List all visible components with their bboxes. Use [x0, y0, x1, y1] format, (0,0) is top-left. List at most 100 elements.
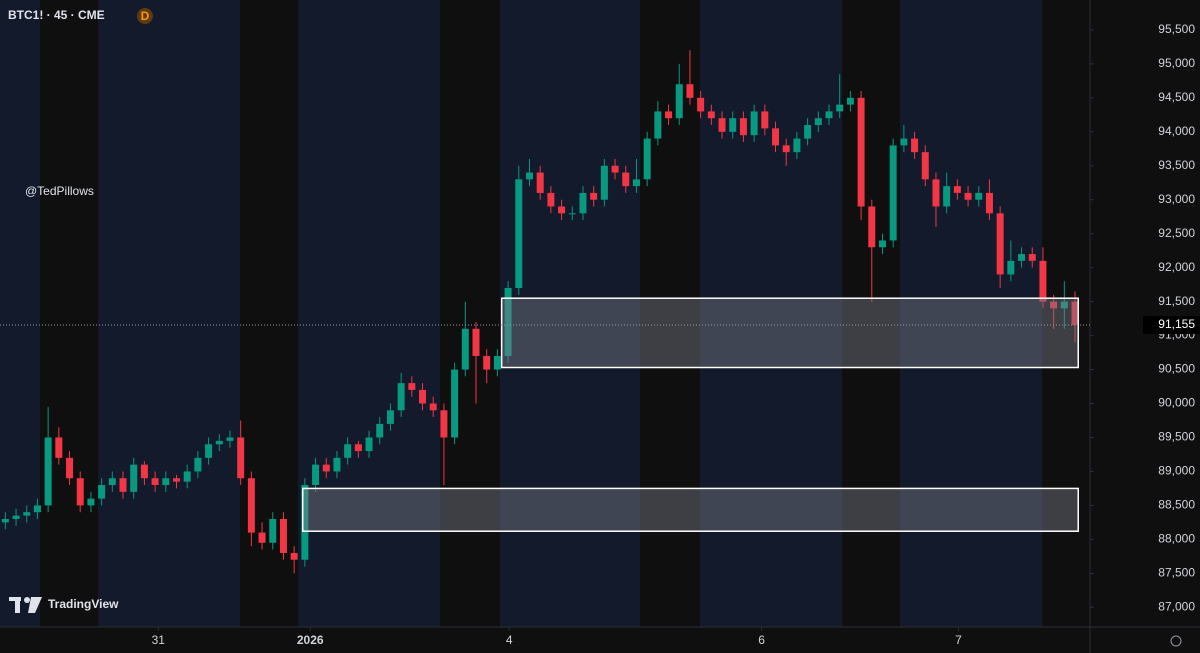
y-tick-label: 90,500 — [1158, 362, 1195, 376]
logo-shape — [28, 597, 42, 613]
y-tick-label: 88,500 — [1158, 498, 1195, 512]
candle-body — [258, 532, 266, 543]
candle-body — [536, 172, 544, 193]
y-tick-label: 88,000 — [1158, 532, 1195, 546]
candle-body — [183, 471, 191, 482]
candle-body — [472, 328, 480, 356]
x-tick-label: 4 — [506, 633, 513, 647]
candle-body — [814, 118, 822, 125]
candle-body — [33, 505, 41, 513]
candle-body — [1039, 260, 1047, 302]
brand: TradingView — [48, 597, 119, 611]
candle-body — [226, 437, 234, 441]
candle-body — [889, 145, 897, 241]
candle-body — [793, 138, 801, 153]
plot — [1, 50, 1079, 574]
candle-body — [654, 111, 662, 139]
candle-body — [1050, 301, 1058, 309]
candle-body — [12, 515, 20, 519]
session-band — [900, 0, 1042, 627]
candle-body — [419, 389, 427, 404]
candle-body — [547, 192, 555, 207]
y-tick-label: 87,000 — [1158, 599, 1195, 613]
candle-body — [996, 213, 1004, 275]
candle-body — [921, 152, 929, 180]
candle-body — [333, 457, 341, 472]
symbol-title: BTC1! · 45 · CME — [8, 8, 105, 22]
candle-body — [344, 444, 352, 458]
candle-body — [718, 118, 726, 132]
candle-body — [590, 192, 598, 200]
candle-body — [1, 518, 9, 523]
candle-body — [376, 423, 384, 438]
y-tick-label: 95,000 — [1158, 56, 1195, 70]
zone — [301, 487, 1079, 532]
candle-body — [665, 111, 673, 119]
candle-body — [953, 186, 961, 193]
candle-body — [269, 518, 277, 543]
candle-body — [579, 192, 587, 214]
candle-body — [985, 192, 993, 214]
candle-body — [140, 464, 148, 479]
candle-body — [558, 206, 566, 214]
candle-body — [44, 437, 52, 506]
candle-body — [386, 410, 394, 424]
candle-body — [611, 165, 619, 173]
candle-body — [312, 464, 320, 486]
y-tick-label: 90,000 — [1158, 396, 1195, 410]
x-tick-label: 7 — [955, 633, 962, 647]
candle-body — [215, 440, 223, 445]
candle-body — [130, 464, 138, 492]
candle-body — [504, 288, 512, 356]
last-price-label: 91,155 — [1158, 317, 1195, 331]
watermark: @TedPillows — [25, 184, 94, 198]
candle-body — [846, 97, 854, 105]
candle-body — [461, 328, 469, 370]
candle-body — [1018, 254, 1026, 261]
candle-body — [322, 464, 330, 472]
candle-body — [943, 186, 951, 207]
y-tick-label: 95,500 — [1158, 22, 1195, 36]
candle-body — [205, 444, 213, 458]
candle-body — [172, 478, 180, 482]
candle-body — [525, 172, 533, 180]
candle-body — [87, 498, 95, 506]
last-price-box — [1143, 316, 1200, 335]
session-band — [0, 0, 40, 627]
y-tick-label: 93,500 — [1158, 158, 1195, 172]
y-tick-label: 89,000 — [1158, 464, 1195, 478]
candle-body — [878, 240, 886, 248]
candle-body — [772, 128, 780, 146]
candle-body — [1060, 301, 1068, 309]
candle-body — [975, 192, 983, 200]
zone — [500, 297, 1079, 369]
candle-body — [23, 512, 31, 516]
settings-circle[interactable] — [1170, 635, 1182, 647]
candle-body — [279, 518, 287, 553]
badge-bg — [137, 8, 153, 24]
candle-body — [429, 403, 437, 411]
y-tick-label: 91,500 — [1158, 294, 1195, 308]
candle-body — [151, 478, 159, 486]
candle-body — [900, 138, 908, 146]
candle-body — [1007, 260, 1015, 275]
candle-body — [1071, 301, 1079, 326]
candle-body — [782, 145, 790, 153]
candle-body — [750, 111, 758, 136]
candle-body — [247, 478, 255, 533]
candle-body — [729, 118, 737, 132]
candle-body — [408, 383, 416, 390]
candle-body — [707, 111, 715, 119]
settings-icon[interactable] — [1170, 635, 1182, 647]
candle-body — [108, 478, 116, 486]
logo-shape — [24, 597, 30, 603]
candle-body — [825, 111, 833, 119]
session-band — [298, 0, 440, 627]
y-tick-label: 94,500 — [1158, 90, 1195, 104]
candle-body — [354, 444, 362, 452]
candle-body — [622, 172, 630, 187]
candle-body — [932, 179, 940, 207]
candle-body — [365, 437, 373, 452]
x-tick-label: 2026 — [297, 633, 324, 647]
y-tick-label: 94,000 — [1158, 124, 1195, 138]
